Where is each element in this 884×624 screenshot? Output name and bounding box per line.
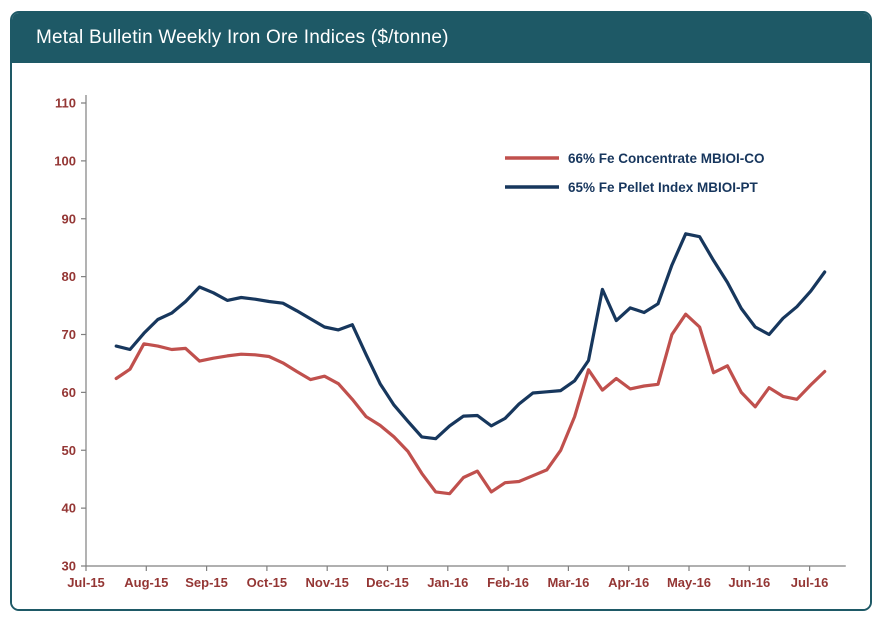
x-tick-label: Sep-15 [185, 575, 228, 590]
y-tick-label: 100 [54, 153, 76, 168]
chart-title: Metal Bulletin Weekly Iron Ore Indices (… [36, 27, 449, 48]
series-line-1 [114, 232, 827, 441]
y-tick-label: 60 [62, 385, 76, 400]
y-tick-label: 90 [62, 211, 76, 226]
x-tick-label: Feb-16 [487, 575, 529, 590]
y-tick-label: 30 [62, 559, 76, 574]
x-tick-label: Nov-15 [306, 575, 349, 590]
x-tick-label: Oct-15 [247, 575, 287, 590]
chart-title-bar: Metal Bulletin Weekly Iron Ore Indices (… [12, 13, 870, 63]
x-tick-label: Jul-16 [791, 575, 829, 590]
x-tick-label: Jul-15 [67, 575, 105, 590]
chart-area: 30 40 50 60 70 80 90 100 110 Jul-15 Aug-15 Sep-15 Oc… [12, 63, 870, 609]
legend-label-0: 66% Fe Concentrate MBIOI-CO [568, 151, 765, 166]
x-tick-label: Jun-16 [728, 575, 770, 590]
chart-window: Metal Bulletin Weekly Iron Ore Indices (… [10, 11, 872, 611]
x-tick-label: Jan-16 [427, 575, 468, 590]
x-tick-label: Aug-15 [124, 575, 168, 590]
x-tick-label: May-16 [667, 575, 711, 590]
line-chart: 30 40 50 60 70 80 90 100 110 Jul-15 Aug-15 Sep-15 Oc… [54, 95, 846, 590]
x-tick-label: Dec-15 [366, 575, 409, 590]
x-tick-label: Apr-16 [608, 575, 649, 590]
y-tick-label: 40 [62, 501, 76, 516]
y-tick-label: 70 [62, 327, 76, 342]
x-tick-label: Mar-16 [547, 575, 589, 590]
series-line-0 [114, 312, 827, 496]
y-tick-label: 50 [62, 443, 76, 458]
legend-label-1: 65% Fe Pellet Index MBIOI-PT [568, 180, 759, 195]
y-tick-label: 80 [62, 269, 76, 284]
y-tick-label: 110 [55, 96, 76, 111]
